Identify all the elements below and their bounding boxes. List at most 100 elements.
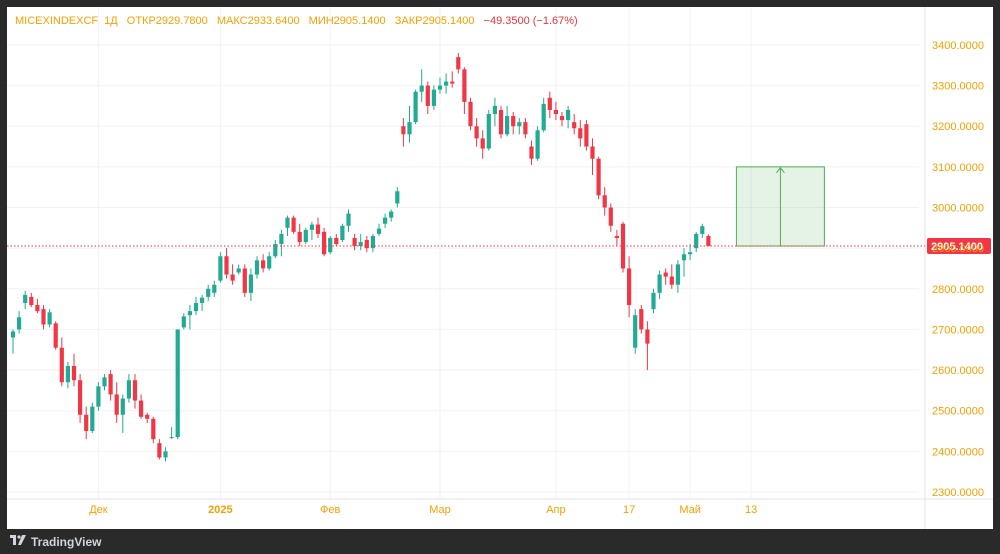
candle-body[interactable] <box>59 347 64 383</box>
candle-body[interactable] <box>431 89 436 106</box>
price-chart[interactable]: 2905.1400 3400.0000 3300.0000 3200.0000 310… <box>7 7 993 529</box>
candle-body[interactable] <box>578 128 583 139</box>
candle-body[interactable] <box>450 81 455 84</box>
candle-body[interactable] <box>675 264 680 285</box>
candle-body[interactable] <box>29 296 34 306</box>
candle-body[interactable] <box>407 122 412 135</box>
candle-body[interactable] <box>395 191 400 204</box>
candle-body[interactable] <box>181 316 186 328</box>
candle-body[interactable] <box>71 365 77 381</box>
candle-body[interactable] <box>364 240 369 249</box>
candle-body[interactable] <box>468 101 473 127</box>
candle-body[interactable] <box>511 116 516 127</box>
candle-body[interactable] <box>352 237 357 247</box>
candle-body[interactable] <box>480 138 485 149</box>
candle-body[interactable] <box>389 211 394 218</box>
candle-body[interactable] <box>590 146 595 159</box>
legend-interval[interactable]: 1Д <box>104 15 118 27</box>
candle-body[interactable] <box>200 297 205 303</box>
candle-body[interactable] <box>114 394 119 415</box>
candle-body[interactable] <box>10 331 16 338</box>
candle-body[interactable] <box>84 414 89 432</box>
candle-body[interactable] <box>261 260 266 269</box>
candle-body[interactable] <box>273 244 278 257</box>
candle-body[interactable] <box>541 103 546 131</box>
candle-body[interactable] <box>187 311 192 316</box>
candle-body[interactable] <box>456 57 461 70</box>
candle-body[interactable] <box>132 380 138 401</box>
candle-body[interactable] <box>254 260 260 275</box>
candle-body[interactable] <box>346 213 351 226</box>
candle-body[interactable] <box>242 268 247 293</box>
candle-body[interactable] <box>651 292 656 310</box>
candle-body[interactable] <box>139 400 144 417</box>
candle-body[interactable] <box>108 374 113 395</box>
candle-body[interactable] <box>474 126 479 139</box>
candle-body[interactable] <box>236 268 241 273</box>
candle-body[interactable] <box>566 109 571 121</box>
candle-body[interactable] <box>657 274 662 293</box>
candle-body[interactable] <box>419 85 424 92</box>
candle-body[interactable] <box>193 302 199 312</box>
candle-body[interactable] <box>157 443 162 458</box>
candle-body[interactable] <box>96 386 101 407</box>
candle-body[interactable] <box>437 85 443 90</box>
candle-body[interactable] <box>47 312 52 325</box>
candle-body[interactable] <box>285 217 290 228</box>
candle-body[interactable] <box>340 225 345 241</box>
candle-body[interactable] <box>279 233 284 245</box>
candle-body[interactable] <box>303 229 308 243</box>
candle-body[interactable] <box>297 231 302 243</box>
candle-body[interactable] <box>706 236 711 247</box>
candle-body[interactable] <box>35 305 40 312</box>
candle-body[interactable] <box>267 256 272 269</box>
candle-body[interactable] <box>383 217 388 224</box>
candle-body[interactable] <box>596 158 601 196</box>
candle-body[interactable] <box>517 122 522 127</box>
candle-body[interactable] <box>523 122 528 135</box>
candle-body[interactable] <box>175 329 180 438</box>
candle-body[interactable] <box>212 284 217 293</box>
candle-body[interactable] <box>358 242 363 247</box>
candle-body[interactable] <box>53 323 58 348</box>
candle-body[interactable] <box>315 224 321 234</box>
candle-body[interactable] <box>584 124 589 147</box>
candle-body[interactable] <box>41 309 46 325</box>
legend-symbol[interactable]: MICEXINDEXCF <box>15 15 99 27</box>
candle-body[interactable] <box>614 235 619 238</box>
candle-body[interactable] <box>322 231 327 255</box>
candle-body[interactable] <box>376 228 382 234</box>
candle-body[interactable] <box>547 97 552 110</box>
candle-body[interactable] <box>102 377 107 387</box>
candle-body[interactable] <box>681 254 687 261</box>
candle-body[interactable] <box>218 256 223 281</box>
candle-body[interactable] <box>206 288 211 297</box>
candle-body[interactable] <box>694 233 699 249</box>
candle-body[interactable] <box>498 109 504 135</box>
candle-body[interactable] <box>370 235 375 249</box>
candle-body[interactable] <box>309 224 314 230</box>
candle-body[interactable] <box>608 207 613 226</box>
candle-body[interactable] <box>401 126 406 135</box>
candle-body[interactable] <box>553 109 558 115</box>
candle-body[interactable] <box>492 105 497 115</box>
candle-body[interactable] <box>291 217 296 232</box>
chart-frame[interactable]: 2905.1400 3400.0000 3300.0000 3200.0000 310… <box>7 7 993 529</box>
candle-body[interactable] <box>78 380 83 415</box>
candle-body[interactable] <box>505 116 510 135</box>
candle-body[interactable] <box>700 226 705 234</box>
candle-body[interactable] <box>151 418 156 440</box>
candle-body[interactable] <box>334 237 339 245</box>
candle-body[interactable] <box>486 114 491 149</box>
candle-body[interactable] <box>163 451 168 458</box>
candle-body[interactable] <box>230 274 235 281</box>
candle-body[interactable] <box>17 317 22 330</box>
candle-body[interactable] <box>669 276 674 285</box>
candle-body[interactable] <box>602 195 607 208</box>
candle-body[interactable] <box>120 398 125 415</box>
candle-body[interactable] <box>248 274 253 293</box>
candle-body[interactable] <box>572 122 577 129</box>
candle-body[interactable] <box>413 91 418 123</box>
candle-body[interactable] <box>688 252 693 255</box>
candle-body[interactable] <box>23 294 28 303</box>
